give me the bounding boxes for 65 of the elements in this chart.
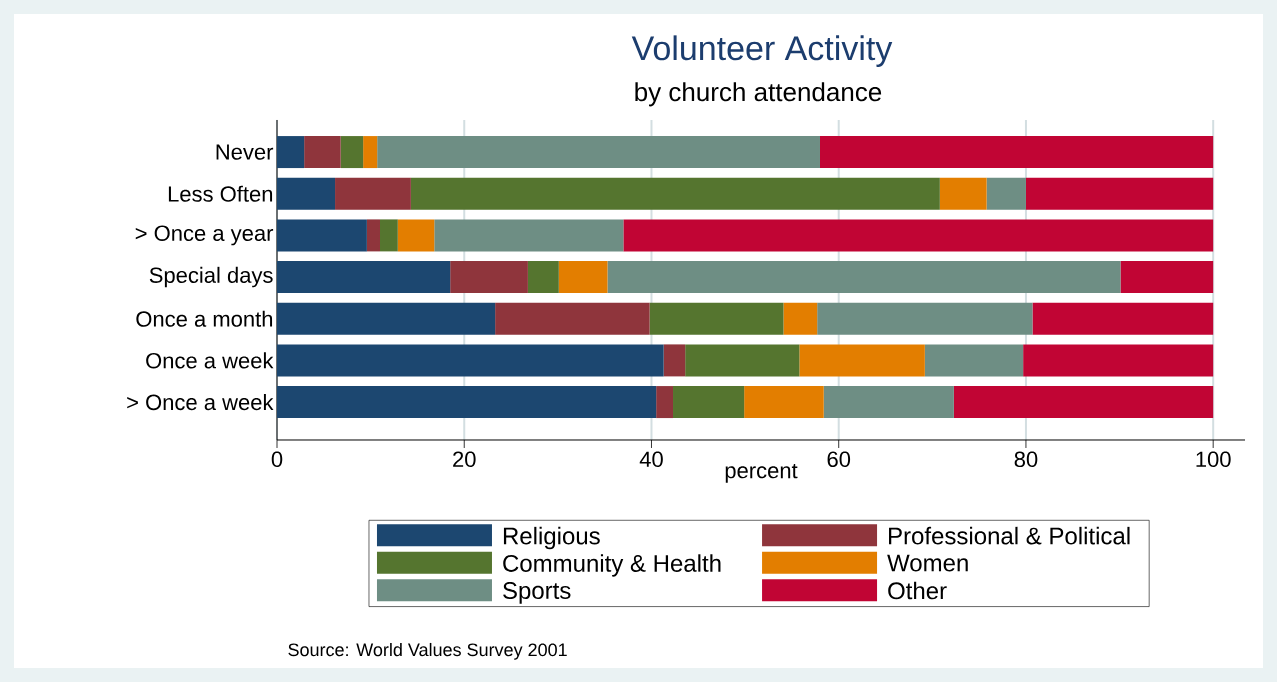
bar	[277, 386, 657, 419]
bar	[924, 344, 1024, 377]
x-tick-label: 80	[1014, 451, 1038, 468]
bar	[277, 219, 367, 252]
x-tick-label: 20	[453, 451, 476, 468]
bar	[656, 386, 674, 419]
x-tick-label: 60	[827, 451, 851, 468]
bar	[817, 302, 1033, 335]
bar	[1032, 302, 1214, 335]
bar	[783, 302, 818, 335]
bar	[799, 344, 925, 377]
bar	[434, 219, 624, 252]
bar	[277, 177, 336, 210]
chart-subtitle: by church attendance	[635, 82, 882, 107]
bar	[673, 386, 745, 419]
bar	[819, 136, 1214, 169]
bar	[823, 386, 954, 419]
bar	[304, 136, 341, 169]
bar	[939, 177, 987, 210]
bar	[607, 261, 1121, 294]
source-note: Source: World Values Survey 2001	[288, 642, 567, 660]
bar	[277, 261, 451, 294]
legend-label: Religious	[503, 526, 600, 550]
bar	[277, 302, 496, 335]
bar	[379, 219, 398, 252]
legend-label: Other	[888, 581, 947, 600]
bar	[649, 302, 784, 335]
bar	[410, 177, 940, 210]
y-tick-label: Never	[216, 144, 274, 160]
bar	[623, 219, 1214, 252]
x-tick-label: 100	[1196, 451, 1231, 468]
bar	[363, 136, 378, 169]
bar	[1023, 344, 1214, 377]
y-tick-label: > Once a year	[135, 225, 274, 246]
bar	[495, 302, 650, 335]
bar	[1120, 261, 1214, 294]
bar	[450, 261, 528, 294]
legend-label: Professional & Political	[889, 526, 1130, 545]
x-axis-title: percent	[725, 463, 798, 483]
y-tick-label: Less Often	[168, 185, 273, 202]
bar	[377, 136, 820, 169]
bar	[397, 219, 435, 252]
bar	[953, 386, 1214, 419]
bar	[1025, 177, 1214, 210]
bar	[558, 261, 608, 294]
bar	[663, 344, 686, 377]
chart-title: Volunteer Activity	[631, 35, 893, 68]
legend-label: Sports	[503, 582, 571, 604]
bar	[685, 344, 800, 377]
legend-label: Women	[887, 554, 968, 572]
y-tick-label: > Once a week	[127, 393, 274, 411]
bar	[744, 386, 824, 419]
x-tick-label: 40	[639, 451, 663, 468]
bar	[335, 177, 411, 210]
bar	[527, 261, 559, 294]
y-tick-label: Once a week	[146, 352, 274, 369]
y-tick-label: Once a month	[136, 310, 273, 327]
bar	[277, 344, 664, 377]
bar	[366, 219, 380, 252]
legend-label: Community & Health	[503, 554, 721, 577]
y-tick-label: Special days	[149, 266, 273, 288]
x-tick-label: 0	[271, 451, 283, 468]
bar	[986, 177, 1026, 210]
bar	[340, 136, 364, 169]
bar	[277, 136, 305, 169]
